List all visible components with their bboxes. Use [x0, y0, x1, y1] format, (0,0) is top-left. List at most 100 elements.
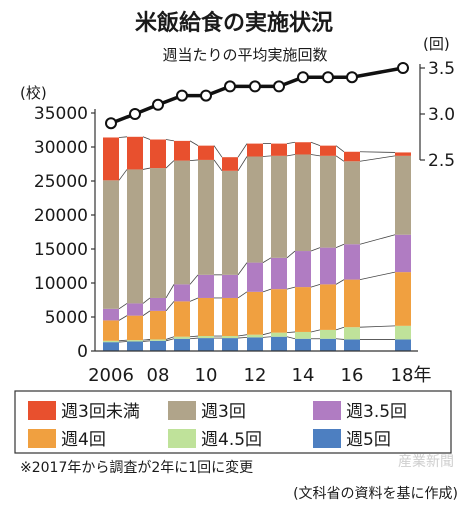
bar-segment	[320, 329, 336, 339]
right-tick-label: 3.0	[428, 105, 455, 125]
bar-segment	[103, 308, 119, 321]
bar-segment	[320, 284, 336, 330]
connector-line	[335, 279, 345, 285]
connector-line	[359, 155, 396, 162]
connector-line	[142, 310, 151, 316]
connector-line	[165, 160, 175, 169]
connector-lines	[118, 136, 396, 343]
bar-segment	[344, 244, 360, 280]
connector-line	[310, 329, 321, 333]
bar-segment	[103, 180, 119, 309]
connector-line	[359, 325, 396, 328]
legend-label: 週3回	[201, 402, 246, 422]
connector-line	[286, 154, 296, 157]
connector-line	[189, 159, 199, 161]
bar-segment	[320, 247, 336, 285]
average-point	[152, 98, 164, 111]
connector-line	[359, 234, 396, 245]
bar-segment	[127, 169, 143, 304]
right-tick-label: 2.5	[428, 151, 455, 171]
average-point	[224, 80, 236, 93]
legend-swatch	[28, 401, 56, 420]
connector-line	[118, 339, 128, 342]
bar-segment	[127, 315, 143, 341]
connector-line	[310, 141, 321, 147]
bar-segment	[150, 297, 166, 311]
bar-segment	[174, 338, 190, 351]
x-tick-label: 16	[341, 365, 364, 386]
bar-segment	[271, 332, 287, 337]
connector-line	[165, 336, 175, 340]
bar-segment	[344, 279, 360, 328]
average-point	[397, 62, 409, 74]
bar-segment	[103, 340, 119, 343]
bar-segment	[295, 142, 311, 155]
connector-line	[142, 167, 151, 170]
left-tick-label: 0	[77, 342, 88, 362]
connector-line	[118, 341, 128, 343]
bar-segment	[150, 139, 166, 169]
chart-title: 米飯給食の実施状況	[135, 10, 333, 36]
bar-segment	[222, 297, 238, 337]
left-tick-label: 5000	[45, 308, 88, 328]
legend-swatch	[313, 429, 341, 448]
bar-segment	[198, 338, 214, 351]
bar-segment	[395, 152, 411, 156]
bar-segment	[198, 145, 214, 160]
average-point	[346, 71, 358, 84]
bar-segment	[127, 340, 143, 342]
bar-segment	[127, 341, 143, 351]
legend-label: 週5回	[346, 430, 391, 450]
bar-segment	[103, 342, 119, 351]
average-point	[200, 89, 212, 102]
connector-line	[189, 274, 199, 285]
connector-line	[335, 326, 345, 331]
average-point	[105, 117, 117, 130]
connector-line	[213, 159, 223, 172]
left-tick-label: 10000	[34, 274, 88, 294]
legend-label: 週4.5回	[201, 430, 262, 450]
bar-segment	[395, 234, 411, 273]
connector-line	[262, 288, 272, 293]
connector-line	[189, 140, 199, 146]
bar-segment	[127, 303, 143, 316]
legend-swatch	[168, 401, 196, 420]
connector-line	[118, 136, 128, 138]
connector-line	[237, 156, 248, 172]
connector-line	[286, 336, 296, 340]
connector-line	[310, 283, 321, 288]
connector-line	[237, 334, 248, 337]
bar-segment	[103, 137, 119, 181]
left-tick-label: 35000	[34, 104, 88, 124]
legend-label: 週3回未満	[61, 402, 140, 422]
left-tick-label: 25000	[34, 172, 88, 192]
connector-line	[262, 336, 272, 338]
connector-line	[310, 247, 321, 252]
connector-line	[335, 243, 345, 249]
connector-line	[335, 155, 345, 162]
connector-line	[286, 331, 296, 334]
x-tick-label: 14	[292, 365, 315, 386]
connector-line	[237, 262, 248, 276]
bar-segment	[150, 310, 166, 340]
bar-segment	[271, 336, 287, 351]
bar-segment	[247, 262, 263, 292]
bar-segment	[222, 170, 238, 275]
connector-line	[142, 297, 151, 304]
x-tick-label: 12	[244, 365, 267, 386]
bar-segment	[198, 159, 214, 275]
left-tick-label: 15000	[34, 240, 88, 260]
bar-segment	[295, 338, 311, 351]
bar-segment	[222, 338, 238, 351]
connector-line	[359, 271, 396, 280]
connector-line	[165, 301, 175, 312]
connector-line	[310, 154, 321, 157]
legend-swatch	[313, 401, 341, 420]
left-axis-unit: (校)	[20, 84, 47, 102]
bar-segment	[174, 140, 190, 161]
right-tick-label: 3.5	[428, 59, 455, 79]
bar-segment	[174, 336, 190, 339]
bar-segment	[127, 136, 143, 170]
